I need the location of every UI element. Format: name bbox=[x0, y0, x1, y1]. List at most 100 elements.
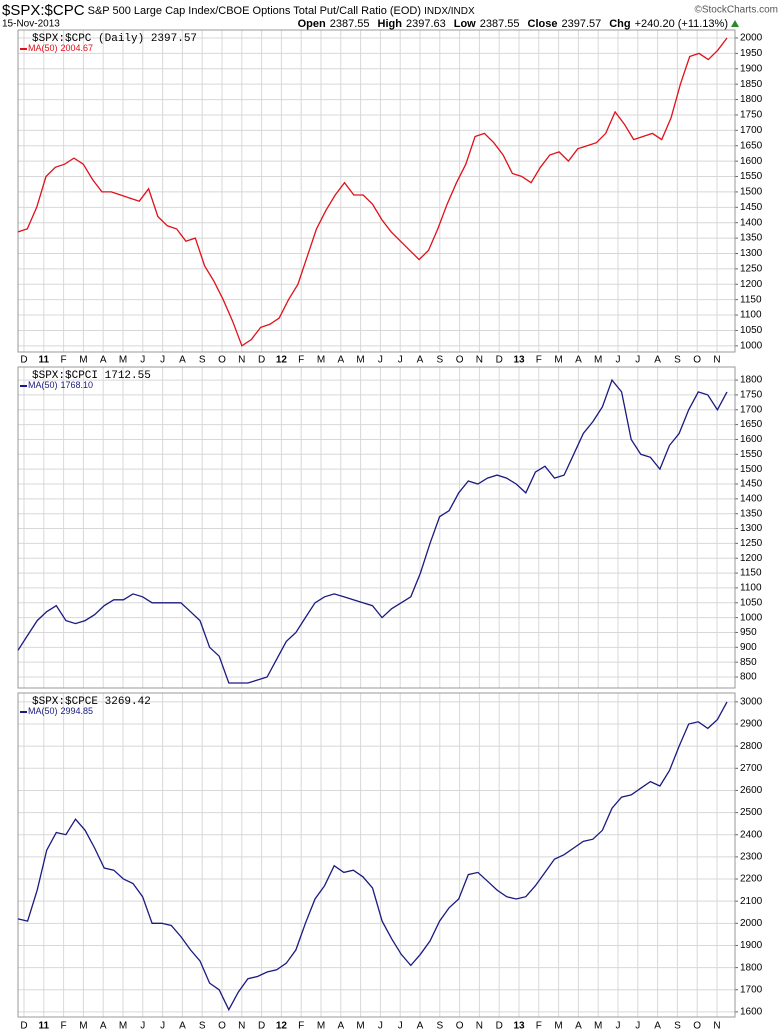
quote-value: +240.20 (+11.13%) bbox=[635, 18, 728, 30]
x-tick-label: M bbox=[317, 355, 325, 366]
y-tick-label: 1000 bbox=[740, 612, 763, 623]
x-tick-label: M bbox=[119, 1021, 127, 1032]
y-tick-label: 1600 bbox=[740, 434, 763, 445]
quote-label: Close bbox=[528, 18, 558, 30]
y-tick-label: 2800 bbox=[740, 741, 763, 752]
x-tick-label: D bbox=[496, 1021, 503, 1032]
description: S&P 500 Large Cap Index/CBOE Options Tot… bbox=[88, 5, 421, 17]
quote-value: 2387.55 bbox=[330, 18, 370, 30]
x-tick-label: 11 bbox=[39, 1021, 50, 1032]
x-tick-label: J bbox=[378, 1021, 383, 1032]
symbol: $SPX:$CPC bbox=[2, 2, 85, 19]
chart-header: $SPX:$CPC S&P 500 Large Cap Index/CBOE O… bbox=[2, 2, 475, 19]
x-tick-label: M bbox=[119, 355, 127, 366]
y-tick-label: 1200 bbox=[740, 553, 763, 564]
y-tick-label: 1200 bbox=[740, 279, 763, 290]
x-tick-label: O bbox=[693, 1021, 701, 1032]
x-tick-label: 12 bbox=[276, 1021, 288, 1032]
y-tick-label: 2700 bbox=[740, 763, 763, 774]
x-tick-label: A bbox=[654, 1021, 661, 1032]
x-tick-label: O bbox=[456, 1021, 464, 1032]
x-tick-label: J bbox=[635, 1021, 640, 1032]
x-tick-label: F bbox=[298, 355, 304, 366]
x-tick-label: M bbox=[79, 1021, 87, 1032]
legend-name: MA(50) bbox=[28, 43, 58, 53]
x-tick-label: O bbox=[218, 355, 226, 366]
x-tick-label: N bbox=[238, 1021, 245, 1032]
quote-value: 2397.63 bbox=[406, 18, 446, 30]
y-tick-label: 1800 bbox=[740, 962, 763, 973]
legend-value: 2004.67 bbox=[61, 43, 94, 53]
x-tick-label: S bbox=[674, 355, 681, 366]
legend-entry: MA(50) 2004.67 bbox=[28, 43, 93, 53]
x-tick-label: F bbox=[61, 355, 67, 366]
y-tick-label: 2900 bbox=[740, 719, 763, 730]
x-tick-label: O bbox=[218, 1021, 226, 1032]
y-tick-label: 1450 bbox=[740, 202, 763, 213]
x-tick-label: M bbox=[79, 355, 87, 366]
y-tick-label: 1600 bbox=[740, 156, 763, 167]
y-tick-label: 1250 bbox=[740, 264, 763, 275]
x-tick-label: M bbox=[554, 355, 562, 366]
x-tick-label: D bbox=[20, 1021, 27, 1032]
x-tick-label: N bbox=[238, 355, 245, 366]
y-tick-label: 1000 bbox=[740, 340, 763, 351]
y-tick-label: 1300 bbox=[740, 248, 763, 259]
y-tick-label: 850 bbox=[740, 657, 757, 668]
x-tick-label: A bbox=[337, 1021, 344, 1032]
x-tick-label: N bbox=[713, 1021, 720, 1032]
x-tick-label: O bbox=[456, 355, 464, 366]
x-tick-label: O bbox=[693, 355, 701, 366]
x-tick-label: M bbox=[356, 355, 364, 366]
y-tick-label: 1900 bbox=[740, 63, 763, 74]
x-tick-label: S bbox=[436, 1021, 443, 1032]
x-tick-label: M bbox=[356, 1021, 364, 1032]
x-tick-label: J bbox=[635, 355, 640, 366]
x-tick-label: D bbox=[258, 355, 265, 366]
legend-name: MA(50) bbox=[28, 380, 58, 390]
x-tick-label: A bbox=[575, 1021, 582, 1032]
y-tick-label: 1600 bbox=[740, 1007, 763, 1018]
x-tick-label: N bbox=[476, 355, 483, 366]
x-tick-label: J bbox=[616, 1021, 621, 1032]
y-tick-label: 2000 bbox=[740, 918, 763, 929]
x-tick-label: A bbox=[100, 1021, 107, 1032]
y-tick-label: 2500 bbox=[740, 807, 763, 818]
exchange: INDX/INDX bbox=[424, 6, 475, 17]
quote-label: Open bbox=[298, 18, 326, 30]
x-tick-label: J bbox=[398, 355, 403, 366]
x-tick-label: J bbox=[140, 355, 145, 366]
quote-value: 2397.57 bbox=[561, 18, 601, 30]
x-tick-label: 13 bbox=[513, 355, 525, 366]
y-tick-label: 2600 bbox=[740, 785, 763, 796]
x-tick-label: S bbox=[436, 355, 443, 366]
x-tick-label: F bbox=[536, 355, 542, 366]
y-tick-label: 1400 bbox=[740, 217, 763, 228]
y-tick-label: 2000 bbox=[740, 33, 763, 44]
y-tick-label: 1500 bbox=[740, 187, 763, 198]
x-tick-label: M bbox=[317, 1021, 325, 1032]
y-tick-label: 1250 bbox=[740, 538, 763, 549]
y-tick-label: 1350 bbox=[740, 508, 763, 519]
y-tick-label: 1550 bbox=[740, 171, 763, 182]
y-tick-label: 1050 bbox=[740, 597, 763, 608]
x-tick-label: M bbox=[554, 1021, 562, 1032]
y-tick-label: 1950 bbox=[740, 48, 763, 59]
y-tick-label: 1300 bbox=[740, 523, 763, 534]
x-tick-label: F bbox=[536, 1021, 542, 1032]
x-tick-label: S bbox=[199, 1021, 206, 1032]
x-tick-label: N bbox=[713, 355, 720, 366]
y-tick-label: 1400 bbox=[740, 493, 763, 504]
x-tick-label: J bbox=[160, 1021, 165, 1032]
y-tick-label: 1750 bbox=[740, 110, 763, 121]
x-tick-label: A bbox=[337, 355, 344, 366]
y-tick-label: 1100 bbox=[740, 310, 762, 321]
legend-value: 2994.85 bbox=[61, 706, 94, 716]
y-tick-label: 1350 bbox=[740, 233, 763, 244]
x-tick-label: F bbox=[298, 1021, 304, 1032]
quote-label: High bbox=[378, 18, 403, 30]
quote-label: Low bbox=[454, 18, 476, 30]
watermark: ©StockCharts.com bbox=[694, 5, 778, 16]
x-tick-label: S bbox=[674, 1021, 681, 1032]
